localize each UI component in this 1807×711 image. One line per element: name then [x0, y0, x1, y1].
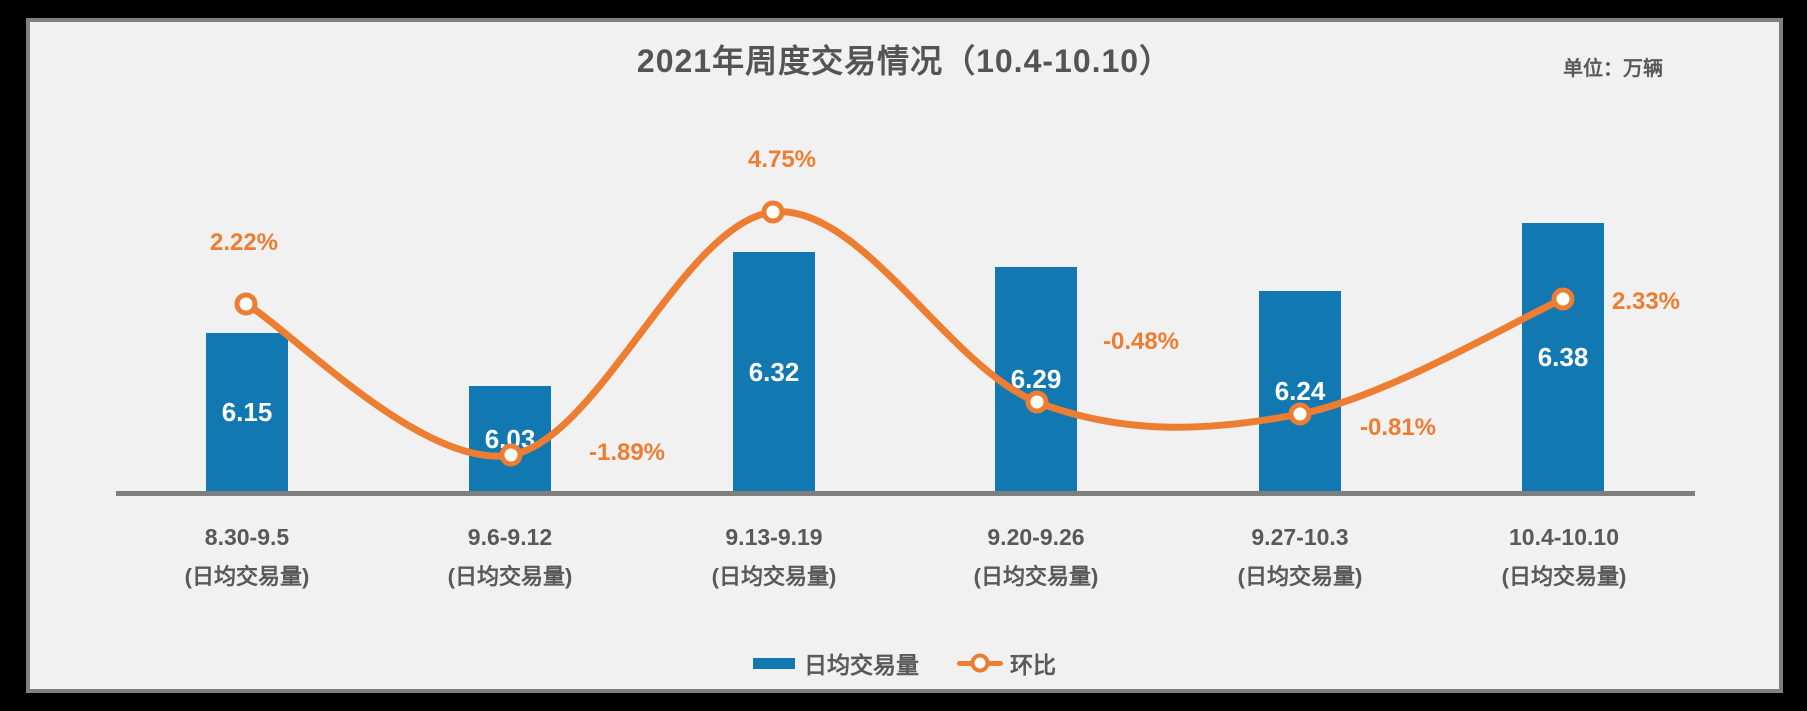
x-axis-note: (日均交易量)	[447, 564, 573, 589]
x-axis-note: (日均交易量)	[1237, 564, 1363, 589]
legend-item-line: 环比	[957, 646, 1056, 680]
x-axis-date: 10.4-10.10	[1509, 524, 1619, 550]
pct-label-2: -1.89%	[588, 439, 666, 466]
bar-value-label: 6.15	[221, 397, 273, 427]
bar-value-label: 6.24	[1274, 376, 1326, 406]
bar-week-3: 6.32	[733, 252, 815, 492]
x-axis-label-5: 9.27-10.3 (日均交易量)	[1190, 517, 1410, 597]
pct-label-4: -0.48%	[1102, 328, 1180, 355]
pct-label-1: 2.22%	[209, 229, 279, 256]
circle-marker-icon	[970, 653, 990, 673]
x-axis-date: 8.30-9.5	[204, 524, 290, 550]
unit-label: 单位：万辆	[1563, 58, 1663, 80]
x-axis-date: 9.6-9.12	[467, 524, 553, 550]
x-axis-note: (日均交易量)	[184, 564, 310, 589]
bar-value-label: 6.03	[484, 423, 536, 454]
bar-value-label: 6.32	[748, 356, 800, 387]
x-axis-note: (日均交易量)	[1501, 564, 1627, 589]
x-axis-date: 9.13-9.19	[725, 524, 823, 550]
x-axis-note: (日均交易量)	[973, 564, 1099, 589]
x-axis-date: 9.27-10.3	[1251, 524, 1349, 550]
legend-line-label: 环比	[1010, 652, 1056, 678]
legend: 日均交易量 环比	[26, 646, 1783, 680]
x-axis-label-1: 8.30-9.5 (日均交易量)	[137, 517, 357, 597]
legend-bar-label: 日均交易量	[804, 652, 919, 678]
pct-label-5: -0.81%	[1359, 414, 1437, 441]
x-axis-line	[116, 491, 1695, 496]
pct-label-3: 4.75%	[747, 146, 817, 173]
legend-item-bar: 日均交易量	[753, 646, 919, 680]
chart-title: 2021年周度交易情况（10.4-10.10）	[636, 43, 1173, 79]
bar-value-label: 6.29	[1010, 364, 1062, 394]
bar-week-1: 6.15	[206, 333, 288, 492]
x-axis-label-3: 9.13-9.19 (日均交易量)	[664, 517, 884, 597]
bar-week-5: 6.24	[1259, 291, 1341, 492]
x-axis-date: 9.20-9.26	[987, 524, 1085, 550]
bar-week-2: 6.03	[469, 386, 551, 492]
x-axis-note: (日均交易量)	[711, 564, 837, 589]
bar-value-label: 6.38	[1537, 342, 1589, 372]
bar-week-4: 6.29	[995, 267, 1077, 492]
line-marker-icon	[957, 653, 1003, 673]
x-axis-label-6: 10.4-10.10 (日均交易量)	[1454, 517, 1674, 597]
bar-swatch-icon	[753, 657, 795, 669]
x-axis-label-4: 9.20-9.26 (日均交易量)	[926, 517, 1146, 597]
bar-week-6: 6.38	[1522, 223, 1604, 492]
pct-label-6: 2.33%	[1611, 288, 1681, 315]
x-axis-label-2: 9.6-9.12 (日均交易量)	[400, 517, 620, 597]
